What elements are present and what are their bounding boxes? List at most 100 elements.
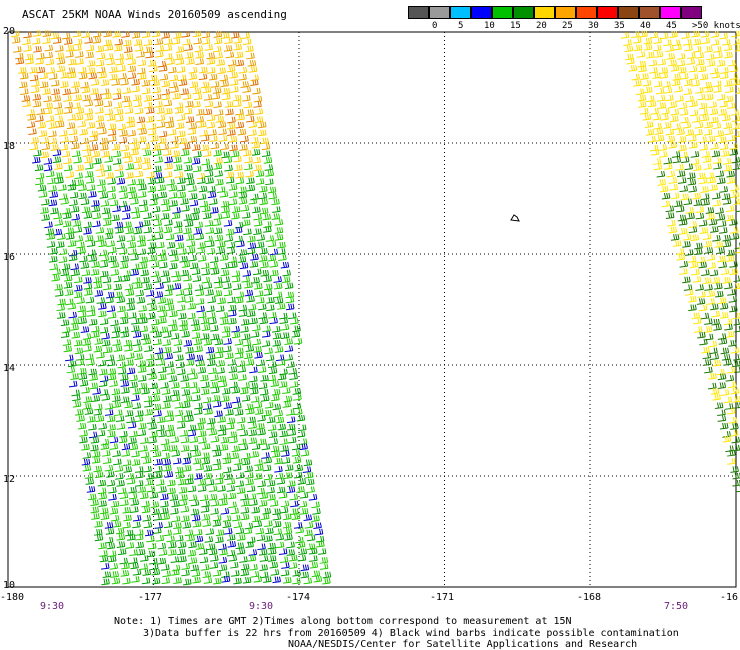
wind-barb [126, 297, 135, 305]
wind-barb [297, 424, 307, 432]
wind-barb [716, 213, 726, 221]
wind-barb [93, 157, 102, 165]
wind-barb [48, 137, 58, 145]
wind-barb [77, 422, 87, 430]
wind-barb [146, 417, 156, 424]
wind-barb [228, 309, 237, 317]
wind-barb [137, 59, 147, 67]
wind-barb [53, 102, 63, 109]
wind-barb [225, 423, 235, 430]
wind-barb [246, 177, 255, 185]
wind-barb [126, 416, 135, 424]
wind-barb [277, 241, 286, 249]
wind-barb [129, 549, 138, 557]
wind-barb [707, 135, 716, 143]
wind-barb [660, 113, 669, 121]
wind-barb [260, 388, 269, 396]
wind-barb [141, 143, 151, 150]
wind-barb [203, 339, 213, 346]
wind-barb [60, 319, 70, 327]
wind-barb [656, 95, 666, 102]
wind-barb [248, 121, 258, 128]
wind-barb [679, 268, 688, 275]
wind-barb [107, 178, 116, 185]
wind-barb [214, 338, 224, 346]
wind-barb [72, 220, 82, 227]
wind-barb [46, 233, 56, 240]
wind-barb [220, 32, 230, 39]
wind-barb [89, 144, 99, 151]
wind-barb [184, 529, 194, 537]
wind-barb [263, 157, 273, 164]
wind-barb [78, 311, 87, 318]
wind-barb [92, 212, 101, 220]
wind-barb [223, 466, 232, 474]
wind-barb [270, 380, 280, 388]
time-label-swath-2: 9:30 [249, 601, 274, 612]
wind-barb [247, 60, 257, 67]
wind-barb [261, 340, 271, 347]
wind-barb [91, 150, 101, 158]
wind-barb [713, 324, 722, 331]
wind-barb [89, 374, 98, 381]
wind-barb [184, 172, 194, 180]
wind-barb [713, 46, 722, 53]
wind-barb [83, 277, 92, 284]
wind-barb [236, 360, 246, 368]
wind-barb [709, 108, 719, 116]
wind-barb [212, 520, 222, 527]
wind-barb [116, 534, 126, 541]
wind-barb [254, 108, 264, 115]
wind-barb [218, 128, 227, 136]
wind-barb [116, 541, 126, 549]
wind-barb [240, 326, 249, 333]
wind-barb [161, 564, 170, 571]
wind-barb [242, 219, 251, 227]
wind-barb [688, 226, 698, 234]
wind-barb [175, 122, 185, 130]
wind-barb [115, 415, 125, 423]
wind-barb [644, 121, 654, 129]
wind-barb [231, 331, 241, 339]
wind-barb [121, 562, 130, 570]
wind-barb [262, 507, 272, 515]
wind-barb [730, 227, 739, 234]
wind-barb [646, 51, 655, 59]
wind-barb [684, 163, 694, 171]
wind-barb [230, 150, 240, 158]
wind-barb [730, 423, 739, 430]
wind-barb [75, 58, 84, 65]
wind-barb [161, 513, 170, 521]
wind-barb [263, 289, 273, 296]
wind-barb [300, 564, 310, 572]
wind-barb [267, 555, 277, 562]
wind-barb [267, 424, 277, 431]
wind-barb [322, 577, 331, 585]
wind-barb [122, 151, 131, 159]
wind-barb [143, 226, 152, 234]
wind-barb [245, 170, 254, 178]
wind-barb [68, 58, 77, 66]
wind-barb [220, 508, 230, 515]
wind-barb [216, 59, 226, 66]
wind-barb [260, 137, 269, 145]
wind-barb [259, 207, 269, 215]
wind-barb [96, 52, 106, 60]
wind-barb [27, 113, 37, 121]
wind-barb [71, 213, 80, 221]
wind-barb [148, 74, 158, 82]
wind-barb [284, 282, 294, 290]
wind-barb [124, 46, 133, 53]
wind-barb [733, 275, 740, 283]
wind-barb [182, 38, 191, 46]
wind-barb [189, 199, 199, 207]
wind-barb [714, 402, 724, 410]
wind-barb [79, 436, 88, 444]
wind-barb [76, 415, 85, 422]
wind-barb [228, 555, 238, 562]
wind-barb [87, 310, 96, 317]
wind-barb [239, 429, 249, 437]
wind-barb [109, 73, 118, 81]
wind-barb [160, 213, 170, 220]
wind-barb [194, 45, 204, 53]
